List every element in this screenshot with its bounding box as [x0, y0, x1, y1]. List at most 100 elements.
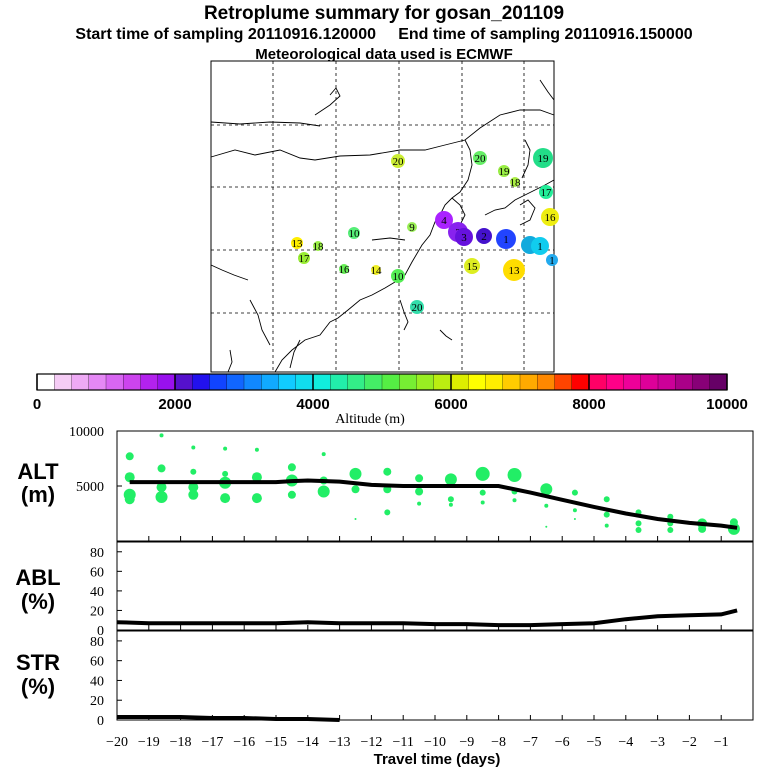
alt-scatter-point	[287, 490, 296, 499]
x-tick-label: −16	[233, 735, 255, 750]
map-point-label: 14	[371, 265, 383, 277]
alt-scatter-point	[698, 524, 707, 533]
colorbar-cell	[123, 373, 141, 391]
colorbar-cell	[54, 373, 72, 391]
colorbar-cells	[36, 373, 728, 391]
colorbar-cell	[347, 373, 366, 391]
alt-scatter-point	[317, 485, 330, 498]
map-point	[291, 237, 303, 249]
map-point-label: 20	[475, 153, 487, 165]
map-point-label: 17	[541, 187, 553, 199]
x-tick-label: −19	[138, 735, 160, 750]
abl-y-axis: 0 20 40 60 80	[90, 546, 122, 639]
alt-scatter-point	[155, 491, 168, 503]
x-tick-label: −20	[106, 735, 128, 750]
colorbar-cell	[174, 373, 193, 391]
colorbar-cell	[433, 373, 452, 391]
alt-scatter-point	[507, 468, 522, 482]
x-tick-labels: −20 −19 −18 −17 −16 −15 −14 −13 −12 −11 −10 −9 −8 −7 −…	[106, 735, 729, 750]
alt-scatter-point	[479, 489, 486, 496]
map-point	[348, 227, 360, 239]
colorbar: 0 2000 4000 6000 8000 10000 Altitude (m)	[33, 373, 748, 427]
colorbar-cell	[140, 373, 159, 391]
map-point-label: 9	[409, 222, 415, 234]
map-panel: 2020191918171613181710916141015132043321…	[210, 60, 559, 373]
colorbar-tick-label: 4000	[296, 396, 329, 413]
x-tick-label: −4	[618, 735, 633, 750]
alt-scatter-point	[448, 502, 453, 507]
colorbar-tick-label: 6000	[434, 396, 467, 413]
alt-scatter-point	[191, 445, 196, 450]
alt-scatter-point	[124, 472, 135, 483]
x-tick-label: −17	[201, 735, 223, 750]
x-tick-label: −3	[650, 735, 665, 750]
map-point	[498, 165, 510, 177]
alt-scatter-point	[124, 494, 135, 505]
end-time: End time of sampling 20110916.150000	[398, 26, 693, 43]
colorbar-cell	[36, 373, 55, 391]
y-tick-label: 0	[97, 624, 104, 639]
map-point-label: 1	[537, 241, 543, 253]
x-tick-label: −5	[587, 735, 602, 750]
x-tick-label: −8	[491, 735, 506, 750]
x-tick-label: −7	[523, 735, 538, 750]
colorbar-cell	[209, 373, 228, 391]
map-point	[391, 154, 405, 168]
colorbar-cell	[278, 373, 297, 391]
map-point-label: 17	[299, 253, 311, 265]
x-tick-label: −1	[714, 735, 729, 750]
colorbar-tick-label: 2000	[158, 396, 191, 413]
colorbar-cell	[261, 373, 279, 391]
colorbar-cell	[243, 373, 262, 391]
colorbar-cell	[675, 373, 693, 391]
colorbar-cell	[519, 373, 538, 391]
str-y-axis: 0 20 40 60 80	[90, 635, 122, 729]
x-tick-label: −10	[424, 735, 446, 750]
alt-scatter-point	[354, 518, 357, 520]
colorbar-cell	[485, 373, 504, 391]
colorbar-cell	[537, 373, 555, 391]
map-point-label: 4	[441, 215, 447, 227]
panel-str: STR (%) 0 20 40 60 80	[16, 630, 754, 729]
alt-scatter-point	[383, 467, 392, 476]
map-point-label: 16	[339, 264, 351, 276]
alt-scatter-point	[540, 483, 553, 496]
panel-alt: ALT (m) 5000 10000	[17, 425, 754, 542]
alt-scatter-point	[571, 489, 578, 496]
alt-scatter-point	[251, 472, 262, 483]
map-points: 2020191918171613181710916141015132043321…	[291, 148, 559, 314]
alt-scatter-point	[349, 467, 362, 480]
alt-y-axis: 5000 10000	[69, 425, 122, 495]
map-point-label: 3	[461, 232, 467, 244]
alt-scatter-point	[417, 501, 422, 506]
alt-scatter-point	[635, 527, 642, 533]
colorbar-cell	[657, 373, 676, 391]
map-point	[503, 259, 525, 281]
alt-x-ticks	[116, 536, 754, 541]
abl-unit: (%)	[21, 589, 55, 614]
y-tick-label: 60	[90, 655, 104, 670]
map-frame	[210, 60, 555, 373]
map-point	[391, 269, 405, 283]
y-tick-label: 60	[90, 565, 104, 580]
map-point	[339, 264, 349, 274]
y-tick-label: 20	[90, 694, 104, 709]
map-point	[455, 228, 473, 246]
map-point	[541, 208, 559, 226]
map-point-label: 1	[549, 255, 555, 267]
map-point-label: 16	[545, 212, 557, 224]
map-point	[298, 252, 310, 264]
colorbar-cell	[450, 373, 469, 391]
colorbar-cell	[571, 373, 590, 391]
colorbar-cell	[157, 373, 176, 391]
chart-title: Retroplume summary for gosan_201109	[203, 3, 565, 24]
map-point	[435, 211, 453, 229]
alt-unit: (m)	[21, 482, 55, 507]
y-tick-label: 40	[90, 674, 104, 689]
map-point	[546, 254, 558, 266]
map-point	[473, 151, 487, 165]
alt-scatter-point	[251, 493, 262, 504]
alt-scatter-point	[512, 498, 517, 503]
abl-line	[116, 608, 738, 628]
